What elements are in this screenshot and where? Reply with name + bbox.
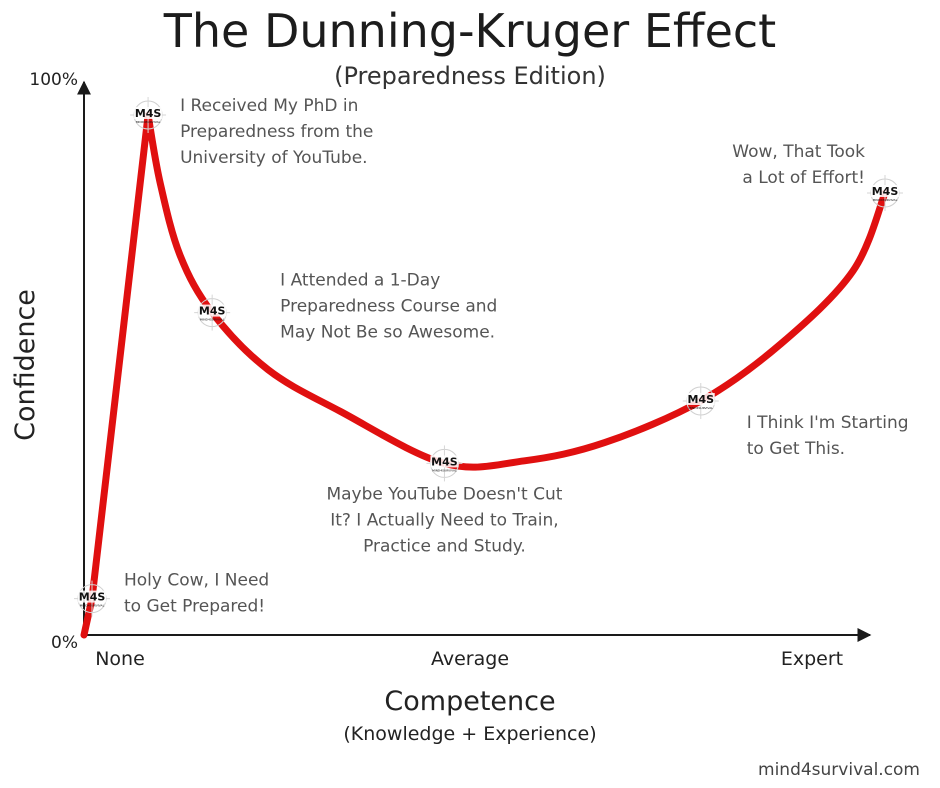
annotation-line: Preparedness from the xyxy=(180,122,373,142)
annotation-line: Wow, That Took xyxy=(732,142,865,162)
annotation-text: I Think I'm Starting to Get This. xyxy=(747,413,909,459)
annotation-text: Maybe YouTube Doesn't Cut It? I Actually … xyxy=(326,484,562,556)
annotation-line: Practice and Study. xyxy=(363,536,526,556)
annotation-line: Maybe YouTube Doesn't Cut xyxy=(326,484,562,504)
marker-logo-subtext: MIND4SURVIVAL xyxy=(80,604,105,608)
page-subtitle: (Preparedness Edition) xyxy=(334,62,606,90)
annotation-line: May Not Be so Awesome. xyxy=(280,323,495,343)
marker-logo-text: M4S xyxy=(872,185,899,198)
marker-logo-subtext: MIND4SURVIVAL xyxy=(136,120,161,124)
annotation-text: Holy Cow, I Need to Get Prepared! xyxy=(124,571,269,617)
marker-logo-subtext: MIND4SURVIVAL xyxy=(873,198,898,202)
y-axis-title: Confidence xyxy=(10,289,41,441)
marker-logo-text: M4S xyxy=(135,107,162,120)
marker-logo-bg xyxy=(198,304,227,317)
annotation-line: a Lot of Effort! xyxy=(742,168,865,188)
footer-website: mind4survival.com xyxy=(758,760,920,780)
confidence-curve xyxy=(80,111,889,639)
annotation-line: I Think I'm Starting xyxy=(747,413,909,433)
marker-logo-text: M4S xyxy=(431,455,458,468)
annotation-line: to Get Prepared! xyxy=(124,597,265,617)
annotation-text: I Attended a 1-Day Preparedness Course an… xyxy=(280,271,497,343)
marker-logo-subtext: MIND4SURVIVAL xyxy=(432,468,457,472)
x-tick-label: Average xyxy=(431,648,509,670)
marker-logo-text: M4S xyxy=(199,305,226,318)
marker-logo-bg xyxy=(430,455,459,468)
marker-logo-bg xyxy=(686,393,715,405)
x-axis-subtitle: (Knowledge + Experience) xyxy=(343,723,596,745)
x-tick-label: None xyxy=(95,648,145,670)
annotation-line: I Received My PhD in xyxy=(180,96,358,116)
marker-logo-text: M4S xyxy=(688,393,715,406)
page-title: The Dunning-Kruger Effect xyxy=(163,4,777,58)
marker-logo-bg xyxy=(78,590,107,603)
marker-logo-bg xyxy=(134,107,163,119)
marker-logo-subtext: MIND4SURVIVAL xyxy=(200,318,225,322)
x-axis-title: Competence xyxy=(384,686,555,717)
annotation-line: to Get This. xyxy=(747,439,845,459)
y-tick-label: 100% xyxy=(29,70,78,90)
marker-logo-subtext: MIND4SURVIVAL xyxy=(689,406,714,410)
annotation-line: I Attended a 1-Day xyxy=(280,271,440,291)
x-tick-label: Expert xyxy=(781,648,843,670)
annotation-line: It? I Actually Need to Train, xyxy=(330,510,558,530)
annotation-line: University of YouTube. xyxy=(180,148,367,168)
annotation-line: Holy Cow, I Need xyxy=(124,571,269,591)
marker-logo-bg xyxy=(871,185,899,197)
annotation-text: Wow, That Took a Lot of Effort! xyxy=(732,142,865,188)
annotation-text: I Received My PhD in Preparedness from th… xyxy=(180,96,373,168)
marker-logo-text: M4S xyxy=(79,591,106,604)
y-tick-label: 0% xyxy=(51,633,78,653)
annotation-line: Preparedness Course and xyxy=(280,297,497,317)
